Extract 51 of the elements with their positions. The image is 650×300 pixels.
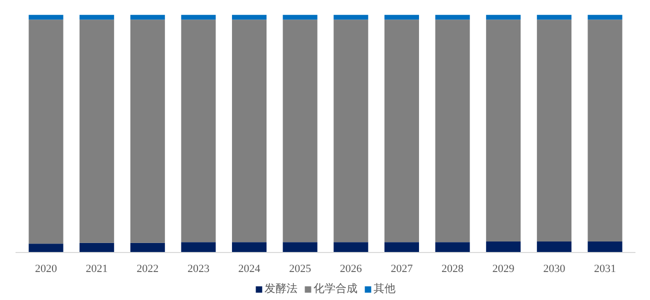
bar <box>130 20 165 243</box>
bar <box>536 14 572 20</box>
x-tick-label: 2020 <box>34 262 58 275</box>
x-tick-label: 2031 <box>594 262 616 275</box>
x-tick-label: 2024 <box>238 262 261 275</box>
x-tick-label: 2026 <box>340 262 362 275</box>
bar <box>28 14 64 20</box>
bar <box>130 14 165 20</box>
bar <box>181 242 216 253</box>
bar <box>334 242 368 253</box>
bar <box>80 20 114 243</box>
bar <box>232 20 267 242</box>
bar <box>28 20 64 244</box>
x-tick-label: 2027 <box>390 262 414 275</box>
bar <box>536 20 572 242</box>
legend-label: 发酵法 <box>264 281 298 296</box>
bar <box>384 242 420 253</box>
bar <box>282 242 318 253</box>
legend-label: 其他 <box>374 281 396 296</box>
x-tick-label: 2030 <box>543 262 566 275</box>
bar <box>130 242 165 253</box>
bar <box>384 14 420 20</box>
bar <box>435 20 470 242</box>
bar <box>334 14 368 20</box>
bar <box>486 20 521 242</box>
bar <box>384 20 420 242</box>
bar <box>486 241 521 253</box>
x-tick-label: 2021 <box>86 262 108 275</box>
bar <box>435 242 470 253</box>
x-tick-label: 2029 <box>492 262 515 275</box>
x-tick-label: 2028 <box>442 262 464 275</box>
bar <box>588 20 622 242</box>
x-tick-label: 2025 <box>289 262 312 275</box>
bar <box>181 20 216 242</box>
bar <box>334 20 368 242</box>
legend-label: 化学合成 <box>314 281 358 296</box>
bar <box>28 244 64 253</box>
bar <box>486 14 521 20</box>
bar <box>232 242 267 253</box>
bar <box>80 14 114 20</box>
bar <box>282 14 318 20</box>
bar <box>536 241 572 253</box>
bar <box>588 241 622 253</box>
bar <box>232 14 267 20</box>
bar <box>282 20 318 242</box>
x-tick-label: 2022 <box>136 262 159 275</box>
x-tick-label: 2023 <box>187 262 210 275</box>
bar <box>181 14 216 20</box>
bar <box>588 14 622 20</box>
bar <box>80 242 114 253</box>
bar <box>435 14 470 20</box>
